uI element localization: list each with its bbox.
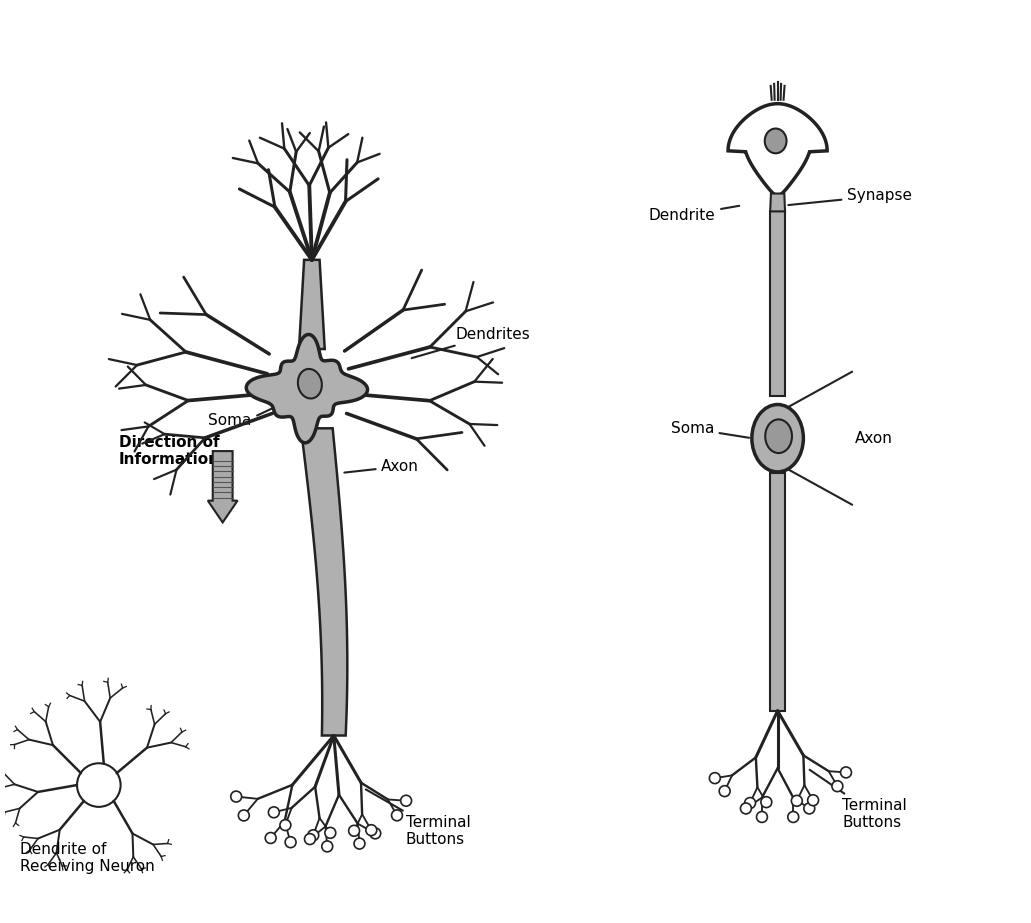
Text: Axon: Axon	[855, 431, 893, 446]
Circle shape	[265, 833, 276, 844]
Circle shape	[348, 825, 360, 836]
Text: Axon: Axon	[344, 459, 419, 473]
Polygon shape	[770, 194, 785, 211]
Polygon shape	[770, 473, 785, 711]
Polygon shape	[246, 334, 367, 443]
Circle shape	[804, 803, 814, 814]
Circle shape	[757, 811, 767, 822]
Circle shape	[840, 767, 852, 778]
Circle shape	[77, 763, 121, 807]
Circle shape	[231, 791, 241, 802]
Circle shape	[370, 828, 380, 839]
Circle shape	[761, 797, 772, 808]
Polygon shape	[728, 103, 827, 196]
Circle shape	[788, 811, 799, 822]
Text: Dendrite of
Receiving Neuron: Dendrite of Receiving Neuron	[20, 842, 155, 874]
Text: Terminal
Buttons: Terminal Buttons	[809, 770, 907, 831]
Circle shape	[304, 833, 315, 845]
Circle shape	[286, 837, 296, 847]
FancyArrow shape	[208, 451, 237, 522]
Text: Synapse: Synapse	[789, 188, 912, 205]
Circle shape	[354, 838, 365, 849]
Circle shape	[392, 809, 402, 821]
Circle shape	[322, 841, 333, 852]
Circle shape	[366, 825, 376, 835]
Ellipse shape	[298, 369, 322, 399]
Circle shape	[744, 797, 756, 809]
Circle shape	[308, 830, 319, 841]
Circle shape	[720, 785, 730, 797]
Circle shape	[792, 796, 802, 807]
Text: Direction of
Information: Direction of Information	[119, 435, 220, 467]
Text: Dendrites: Dendrites	[411, 327, 530, 358]
Text: Soma: Soma	[670, 421, 750, 438]
Circle shape	[401, 796, 411, 806]
Polygon shape	[301, 428, 347, 736]
Ellipse shape	[765, 128, 787, 153]
Circle shape	[832, 781, 842, 792]
Ellipse shape	[765, 419, 792, 453]
Circle shape	[325, 827, 336, 838]
Circle shape	[238, 810, 250, 821]
Circle shape	[268, 807, 279, 818]
Circle shape	[807, 795, 819, 806]
Circle shape	[709, 773, 721, 784]
Text: Soma: Soma	[208, 414, 252, 428]
Polygon shape	[770, 211, 785, 396]
Polygon shape	[299, 260, 325, 349]
Text: Dendrite: Dendrite	[648, 206, 739, 223]
Ellipse shape	[752, 404, 803, 472]
Text: Terminal
Buttons: Terminal Buttons	[366, 789, 471, 847]
Circle shape	[740, 803, 752, 814]
Circle shape	[280, 820, 291, 831]
